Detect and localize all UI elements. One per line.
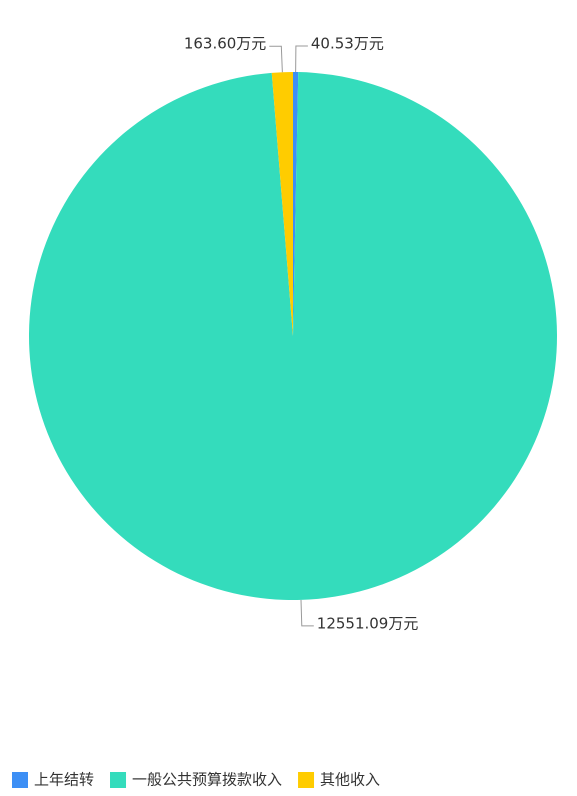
legend-label: 上年结转: [34, 771, 94, 789]
pie-slice: [293, 72, 299, 336]
leader-line: [295, 45, 308, 73]
legend-label: 一般公共预算拨款收入: [132, 771, 282, 789]
data-label: 40.53万元: [311, 35, 384, 53]
pie-slice: [29, 72, 557, 600]
leader-line: [269, 45, 283, 73]
legend-swatch: [110, 772, 127, 788]
legend-swatch: [298, 772, 315, 788]
data-label: 12551.09万元: [317, 614, 419, 632]
legend-swatch: [12, 772, 28, 788]
legend-label: 其他收入: [320, 771, 380, 789]
pie-slice: [271, 72, 293, 336]
data-label: 163.60万元: [184, 35, 267, 53]
leader-line: [300, 599, 314, 627]
